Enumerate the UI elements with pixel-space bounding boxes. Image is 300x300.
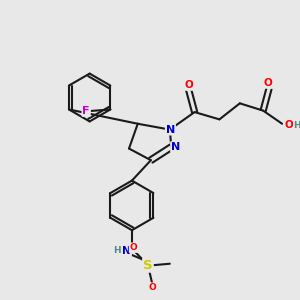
Text: N: N — [166, 124, 175, 135]
Text: O: O — [148, 283, 156, 292]
Text: H: H — [113, 246, 121, 255]
Text: S: S — [143, 259, 153, 272]
Text: O: O — [263, 78, 272, 88]
Text: F: F — [82, 106, 90, 116]
Text: O: O — [284, 120, 293, 130]
Text: O: O — [184, 80, 193, 90]
Text: H: H — [293, 121, 300, 130]
Text: N: N — [171, 142, 180, 152]
Text: O: O — [130, 243, 137, 252]
Text: N: N — [122, 246, 131, 256]
